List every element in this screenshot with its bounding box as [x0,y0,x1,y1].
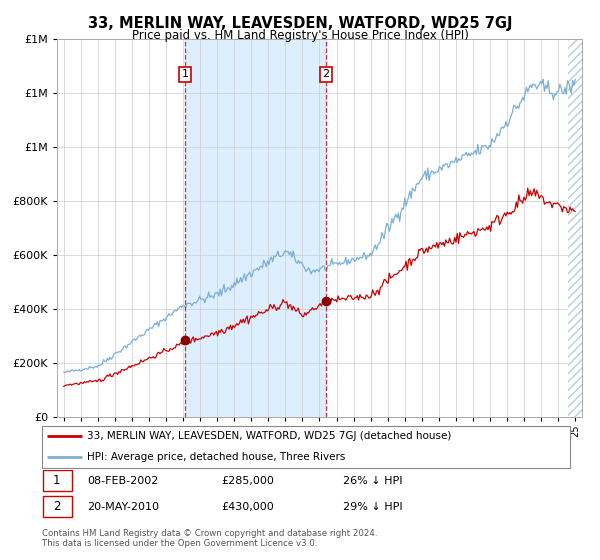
Text: 20-MAY-2010: 20-MAY-2010 [87,502,159,512]
Text: 08-FEB-2002: 08-FEB-2002 [87,476,158,486]
Text: £285,000: £285,000 [221,476,274,486]
Text: HPI: Average price, detached house, Three Rivers: HPI: Average price, detached house, Thre… [87,452,345,462]
Text: 2: 2 [322,69,329,80]
Text: Contains HM Land Registry data © Crown copyright and database right 2024.
This d: Contains HM Land Registry data © Crown c… [42,529,377,548]
Bar [568,39,587,417]
Text: 1: 1 [181,69,188,80]
Text: Price paid vs. HM Land Registry's House Price Index (HPI): Price paid vs. HM Land Registry's House … [131,29,469,42]
Bar [185,39,326,417]
Text: £430,000: £430,000 [221,502,274,512]
Text: 1: 1 [53,474,61,487]
Text: 2: 2 [53,500,61,513]
Text: 29% ↓ HPI: 29% ↓ HPI [343,502,403,512]
Text: 26% ↓ HPI: 26% ↓ HPI [343,476,403,486]
Bar [43,496,71,517]
Text: 33, MERLIN WAY, LEAVESDEN, WATFORD, WD25 7GJ: 33, MERLIN WAY, LEAVESDEN, WATFORD, WD25… [88,16,512,31]
Text: 33, MERLIN WAY, LEAVESDEN, WATFORD, WD25 7GJ (detached house): 33, MERLIN WAY, LEAVESDEN, WATFORD, WD25… [87,431,451,441]
Bar [568,39,587,417]
Bar [43,470,71,491]
